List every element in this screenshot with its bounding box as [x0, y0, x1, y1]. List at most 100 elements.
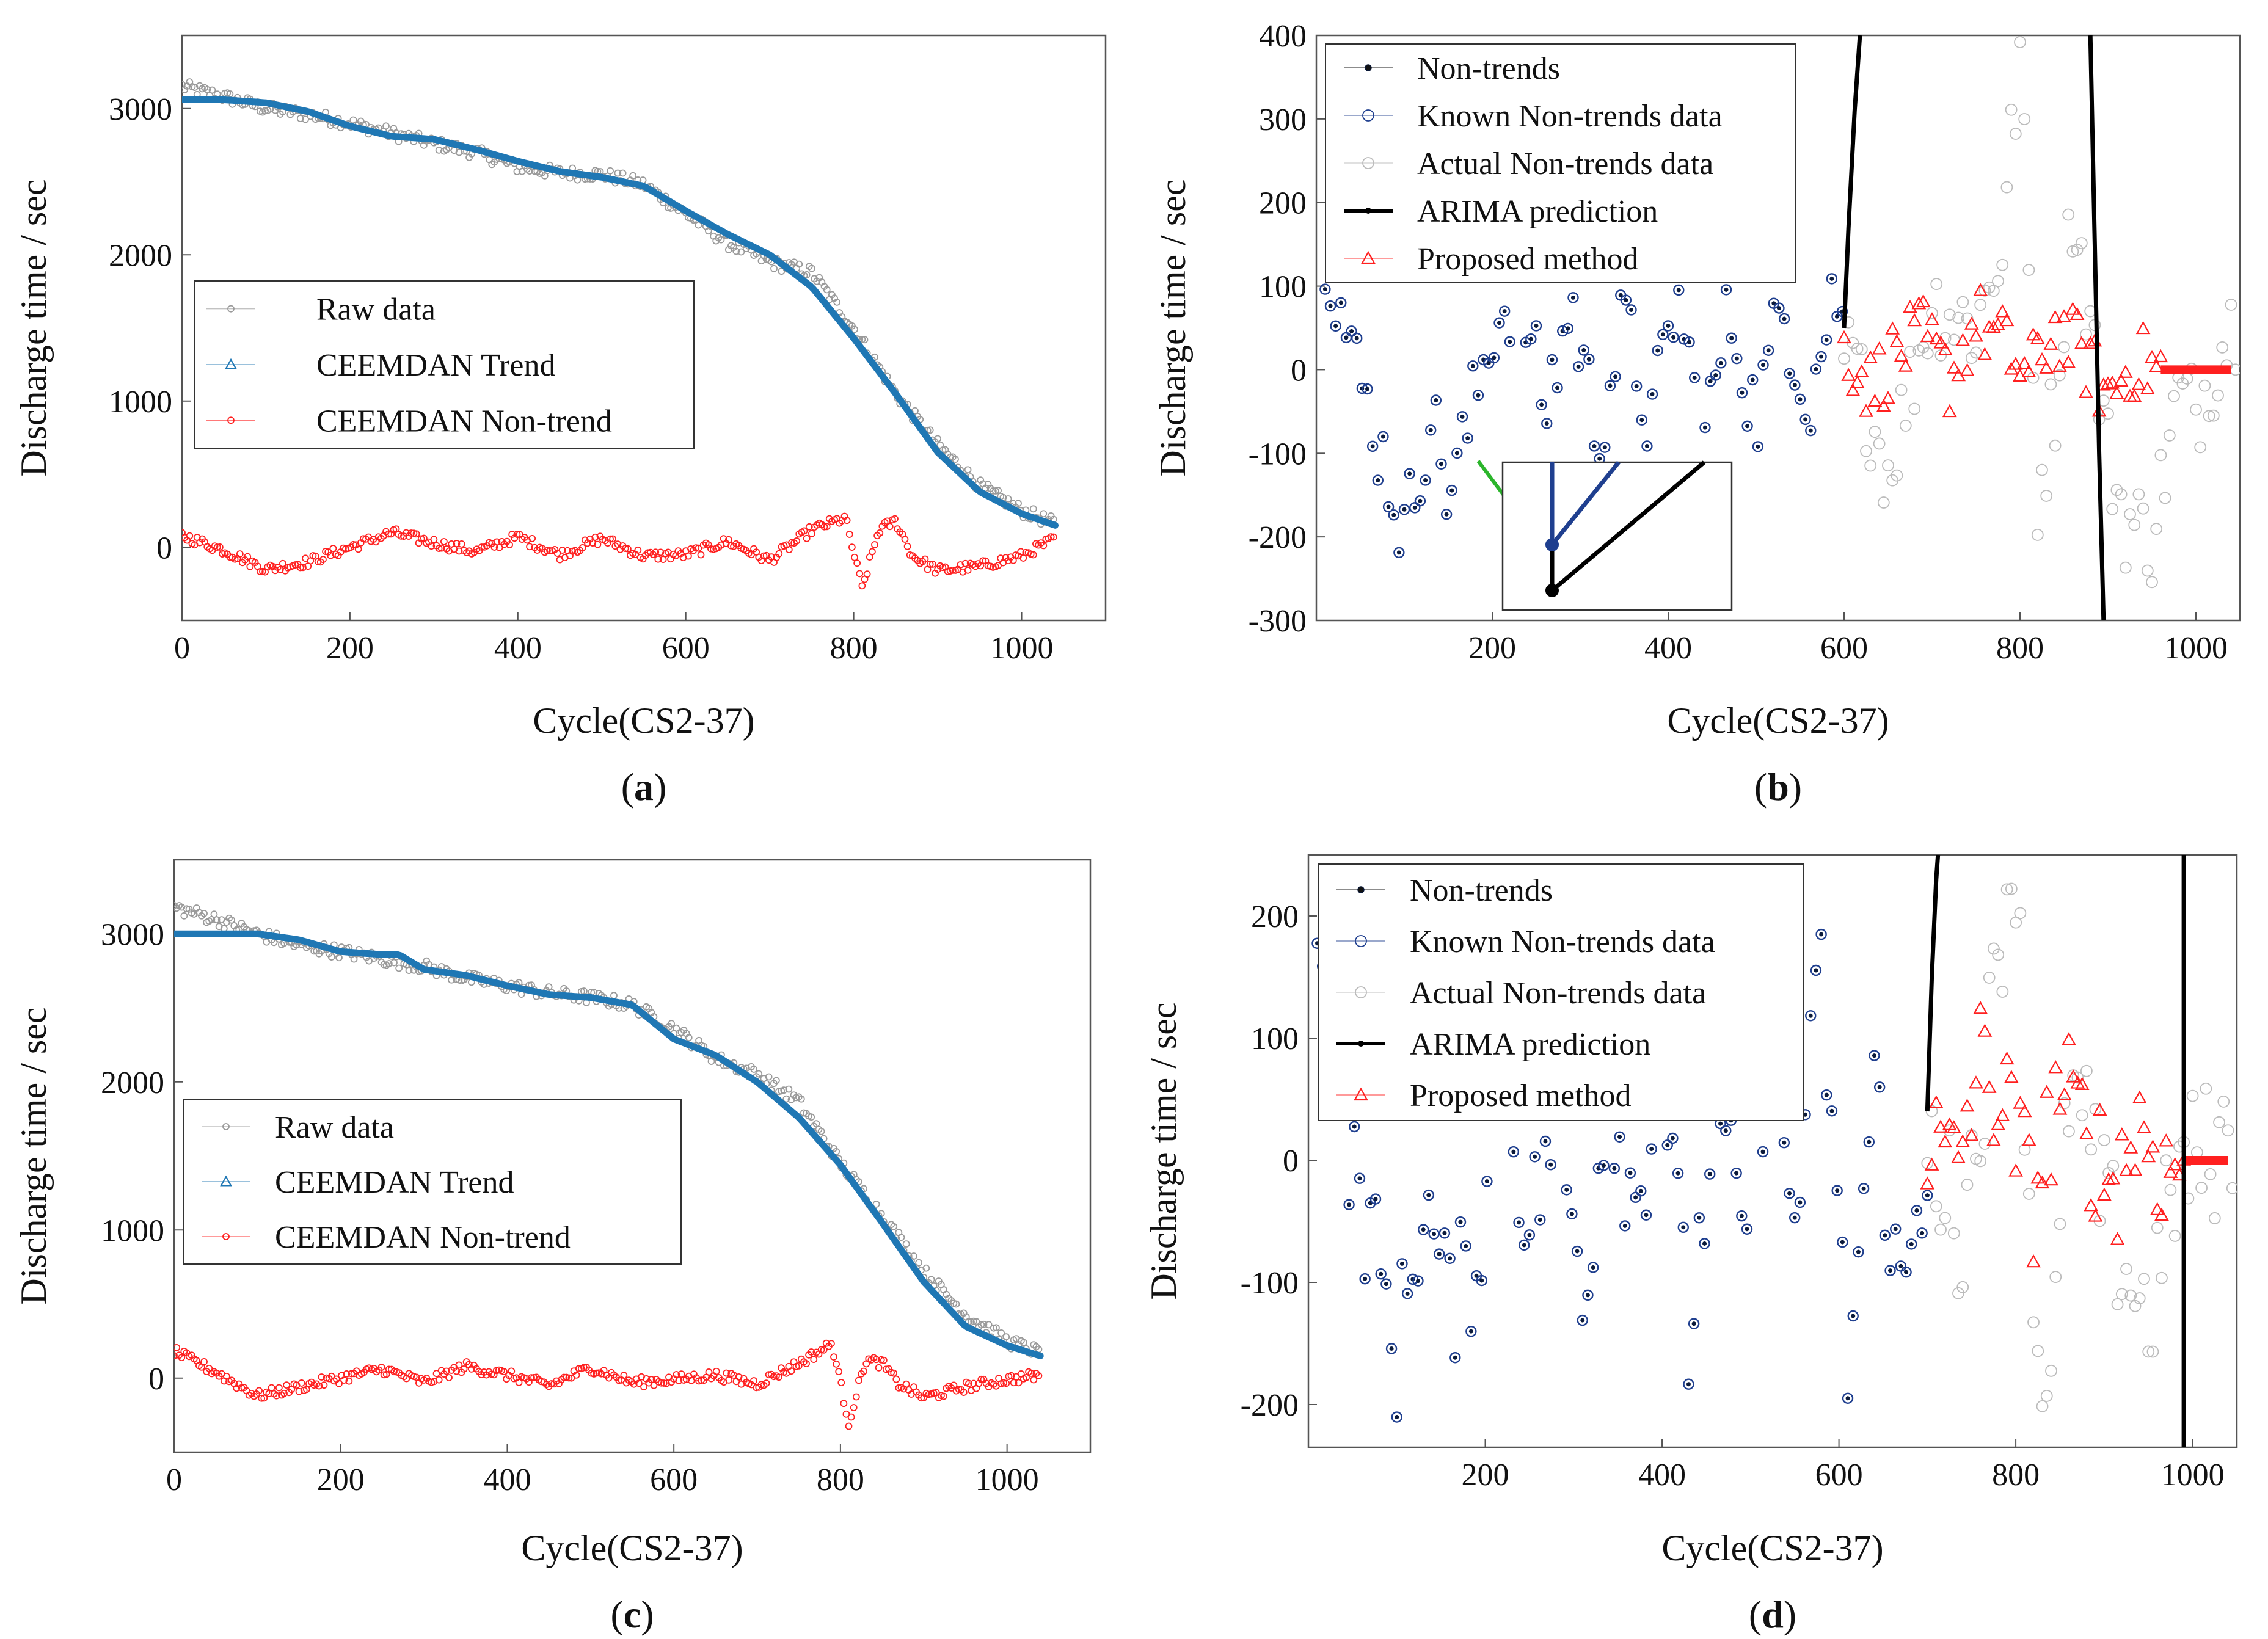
ceemdan-non-trend-point [458, 540, 465, 548]
x-tick-label: 600 [650, 1463, 698, 1497]
legend-entry-label: Actual Non-trends data [1410, 976, 1706, 1011]
proposed-method-point [2039, 1085, 2054, 1098]
raw-data-point [994, 487, 1002, 495]
non-trends-point [1448, 1256, 1453, 1261]
proposed-method-point [2052, 1102, 2068, 1115]
ceemdan-non-trend-point [256, 568, 264, 575]
non-trends-point [1474, 1273, 1479, 1278]
ceemdan-non-trend-point [335, 1379, 343, 1387]
ceemdan-non-trend-point [853, 559, 861, 567]
ceemdan-non-trend-point [607, 535, 614, 543]
known-non-trends-point [1398, 504, 1410, 515]
ceemdan-non-trend-point [354, 545, 362, 553]
x-tick-label: 400 [1644, 631, 1692, 666]
proposed-method-point [1916, 294, 1931, 308]
known-non-trends-point [1592, 1162, 1605, 1174]
non-trends-point [1655, 348, 1660, 353]
known-non-trends-point [1446, 484, 1457, 496]
proposed-method-point [2135, 321, 2151, 335]
proposed-method-point [1999, 313, 2015, 327]
non-trends-point [1376, 478, 1380, 483]
arima-prediction-line [1842, 35, 2106, 620]
actual-non-trends-point [2062, 208, 2075, 221]
ceemdan-non-trend-point [926, 561, 934, 569]
actual-non-trends-point [2049, 1271, 2062, 1284]
ceemdan-non-trend-point [845, 531, 853, 538]
known-non-trends-point [1391, 1411, 1402, 1423]
ceemdan-non-trend-point [845, 1422, 853, 1430]
ceemdan-non-trend-point [1040, 542, 1048, 550]
ceemdan-non-trend-point [723, 1369, 730, 1377]
non-trends-point [1787, 1191, 1792, 1196]
non-trends-point [1904, 1270, 1909, 1274]
ceemdan-non-trend-point [634, 546, 642, 554]
actual-non-trends-point [2156, 1271, 2168, 1284]
ceemdan-non-trend-point [835, 1368, 843, 1375]
proposed-method-point [1938, 342, 1953, 355]
ceemdan-non-trend-point [526, 543, 533, 551]
y-axis-label: Discharge time / sec [1143, 1002, 1184, 1299]
known-non-trends-point [1799, 413, 1811, 426]
ceemdan-non-trend-point [883, 1365, 890, 1373]
plot-area [1319, 35, 2240, 620]
known-non-trends-point [1608, 1163, 1621, 1174]
known-non-trends-point [1657, 329, 1669, 340]
non-trends-point [1861, 1186, 1866, 1191]
non-trends-point [1824, 1092, 1829, 1097]
proposed-method-point [2048, 1059, 2063, 1074]
raw-data-point [213, 916, 221, 924]
non-trends-point [1432, 1232, 1437, 1237]
proposed-method-point [1960, 363, 1975, 376]
raw-data-point [191, 84, 199, 92]
x-tick-label: 0 [174, 631, 190, 666]
actual-non-trends-point [2058, 1097, 2071, 1110]
known-non-trends-point [1324, 300, 1336, 312]
ceemdan-non-trend-point [272, 1392, 280, 1400]
non-trends-point [1834, 314, 1839, 319]
non-trends-point [1613, 374, 1618, 379]
actual-non-trends-point [2106, 503, 2119, 515]
ceemdan-non-trend-point [793, 537, 801, 545]
proposed-method-point [2132, 1090, 2147, 1104]
ceemdan-non-trend-point [412, 1373, 420, 1381]
known-non-trends-point [1513, 1216, 1525, 1229]
ceemdan-non-trend-point [318, 1373, 326, 1381]
non-trends-point [1592, 443, 1597, 448]
known-non-trends-point [1668, 332, 1679, 343]
known-non-trends-point [1661, 1139, 1673, 1151]
ceemdan-non-trend-point [808, 1348, 815, 1356]
raw-data-point [808, 1113, 815, 1121]
y-tick-label: 100 [1251, 1022, 1299, 1056]
actual-non-trends-point [1961, 312, 1974, 325]
known-non-trends-point [1810, 964, 1822, 976]
ceemdan-non-trend-point [855, 1376, 862, 1384]
proposed-method-point [1986, 1133, 2001, 1146]
known-non-trends-point [1672, 1168, 1684, 1179]
proposed-method-point [1986, 319, 2001, 333]
actual-non-trends-point [2115, 488, 2128, 501]
proposed-method-point [2105, 375, 2120, 389]
known-non-trends-point [1449, 1352, 1461, 1364]
ceemdan-non-trend-point [787, 1367, 795, 1375]
ceemdan-non-trend-point [244, 553, 252, 561]
ceemdan-non-trend-point [650, 1381, 658, 1389]
legend-marker [227, 305, 235, 313]
proposed-method-point [2004, 1070, 2019, 1083]
non-trends-point [1539, 402, 1544, 407]
ceemdan-non-trend-point [236, 550, 244, 558]
ceemdan-trend-line [174, 930, 1044, 1359]
known-non-trends-point [1438, 1227, 1451, 1239]
x-axis-label: Cycle(CS2-37) [1661, 1528, 1883, 1568]
raw-data-point [989, 487, 997, 495]
proposed-method-point [1924, 1157, 1939, 1171]
actual-non-trends-point [1921, 347, 1934, 360]
actual-non-trends-point [1952, 1287, 1964, 1299]
actual-non-trends-point [1983, 281, 1996, 294]
actual-non-trends-point [1996, 258, 2009, 271]
ceemdan-non-trend-point [928, 561, 936, 568]
non-trends-point [1718, 360, 1723, 365]
raw-data-point [817, 1127, 825, 1135]
non-trends-point [1407, 471, 1412, 476]
non-trends-point [1671, 335, 1676, 340]
known-non-trends-point [1773, 302, 1785, 314]
